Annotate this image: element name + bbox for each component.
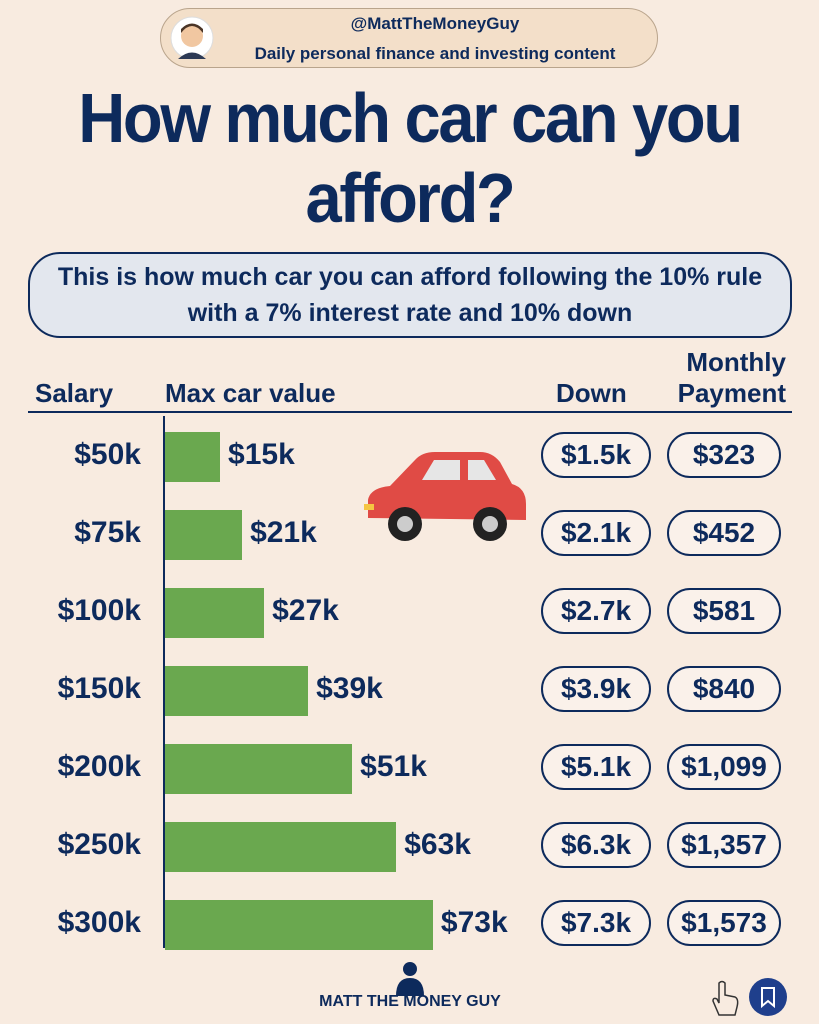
value-label: $39k [316,672,383,705]
salary-label: $150k [57,672,141,705]
value-label: $15k [228,438,295,471]
salary-label: $100k [57,594,141,627]
salary-label: $75k [74,516,141,549]
down-pill: $7.3k [541,900,651,946]
down-pill: $1.5k [541,432,651,478]
axis-line [163,416,165,948]
footer-brand: MATT THE MONEY GUY [319,993,501,1010]
down-pill: $5.1k [541,744,651,790]
payment-pill: $840 [667,666,781,712]
payment-pill: $1,099 [667,744,781,790]
down-pill: $6.3k [541,822,651,868]
payment-pill: $581 [667,588,781,634]
col-salary: Salary [35,378,114,408]
salary-label: $50k [74,438,141,471]
down-pill: $2.7k [541,588,651,634]
payment-pill: $452 [667,510,781,556]
car-illustration [364,452,526,541]
salary-label: $250k [57,828,141,861]
bar [165,744,353,794]
handle: @MattTheMoneyGuy [350,14,520,33]
salary-label: $300k [57,906,141,939]
header-pill [160,8,658,68]
bar [165,900,433,950]
bar [165,588,265,638]
value-label: $21k [250,516,317,549]
value-label: $73k [440,906,508,939]
down-pill: $2.1k [541,510,651,556]
value-label: $27k [272,594,339,627]
subtitle: This is how much car you can afford foll… [57,263,763,327]
col-payment: Monthly Payment [677,347,786,408]
col-down: Down [556,378,627,408]
header-rule [28,411,792,413]
value-label: $51k [360,750,427,783]
col-car: Max car value [165,378,336,408]
bar [165,432,221,482]
payment-pill: $1,573 [667,900,781,946]
down-pill: $3.9k [541,666,651,712]
payment-pill: $1,357 [667,822,781,868]
tagline: Daily personal finance and investing con… [254,44,616,63]
logo-icon [396,962,424,996]
payment-pill: $323 [667,432,781,478]
subtitle-box [28,252,792,338]
value-label: $63k [404,828,471,861]
bar [165,666,309,716]
title: How much car can you afford? [78,79,743,237]
salary-label: $200k [57,750,141,783]
bar [165,510,243,560]
avatar [170,16,214,60]
footer-icons [712,978,787,1016]
bar [165,822,397,872]
